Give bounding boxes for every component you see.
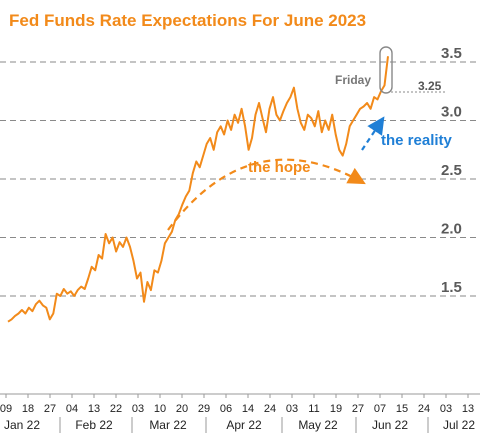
x-tick-label: 10: [154, 403, 166, 415]
month-label: Mar 22: [149, 418, 187, 432]
x-tick-label: 13: [462, 403, 474, 415]
y-tick-label: 1.5: [441, 279, 462, 296]
series-line: [7, 56, 389, 323]
y-tick-label: 2.0: [441, 221, 462, 238]
x-tick-label: 03: [286, 403, 298, 415]
x-tick-label: 27: [44, 403, 56, 415]
x-tick-label: 03: [132, 403, 144, 415]
x-tick-label: 15: [396, 403, 408, 415]
x-tick-label: 04: [66, 403, 78, 415]
x-tick-label: 11: [308, 403, 319, 415]
month-label: Apr 22: [226, 418, 262, 432]
friday-highlight-capsule: [379, 46, 393, 94]
x-tick-label: 24: [418, 403, 430, 415]
x-tick-label: 03: [440, 403, 452, 415]
x-tick-label: 18: [22, 403, 34, 415]
x-tick-label: 09: [0, 403, 12, 415]
x-tick-label: 06: [220, 403, 232, 415]
month-label: Jan 22: [4, 418, 40, 432]
y-axis-ticks: 1.5 2.0 2.5 3.0 3.5: [441, 45, 462, 296]
the-hope: the hope: [248, 159, 311, 176]
x-tick-label: 22: [110, 403, 122, 415]
month-label: Jun 22: [372, 418, 408, 432]
x-tick-label: 13: [88, 403, 100, 415]
x-tick-label: 14: [242, 403, 254, 415]
x-tick-label: 19: [330, 403, 342, 415]
month-label: Feb 22: [75, 418, 113, 432]
month-labels: Jan 22 Feb 22 Mar 22 Apr 22 May 22 Jun 22 Jul …: [4, 417, 475, 433]
month-label: Jul 22: [443, 418, 475, 432]
x-tick-label: 24: [264, 403, 276, 415]
y-tick-label: 3.5: [441, 45, 462, 62]
x-tick-label: 29: [198, 403, 210, 415]
the-reality: the reality: [381, 132, 453, 149]
value-label: 3.25: [418, 79, 442, 93]
y-tick-label: 2.5: [441, 162, 462, 179]
chart-title: Fed Funds Rate Expectations For June 202…: [9, 11, 366, 30]
x-tick-label: 27: [352, 403, 364, 415]
y-tick-label: 3.0: [441, 104, 462, 121]
x-axis-ticks: 09 18 27 04 13 22 03 10 20 29 06 14 24 03 11 19 27 07 15 24…: [0, 394, 474, 415]
month-label: May 22: [298, 418, 338, 432]
x-tick-label: 07: [374, 403, 386, 415]
x-tick-label: 20: [176, 403, 188, 415]
friday-label: Friday: [335, 73, 371, 87]
grid-lines: [0, 61, 480, 297]
reality-arrow: [361, 116, 385, 151]
hope-arrow: [167, 158, 366, 231]
